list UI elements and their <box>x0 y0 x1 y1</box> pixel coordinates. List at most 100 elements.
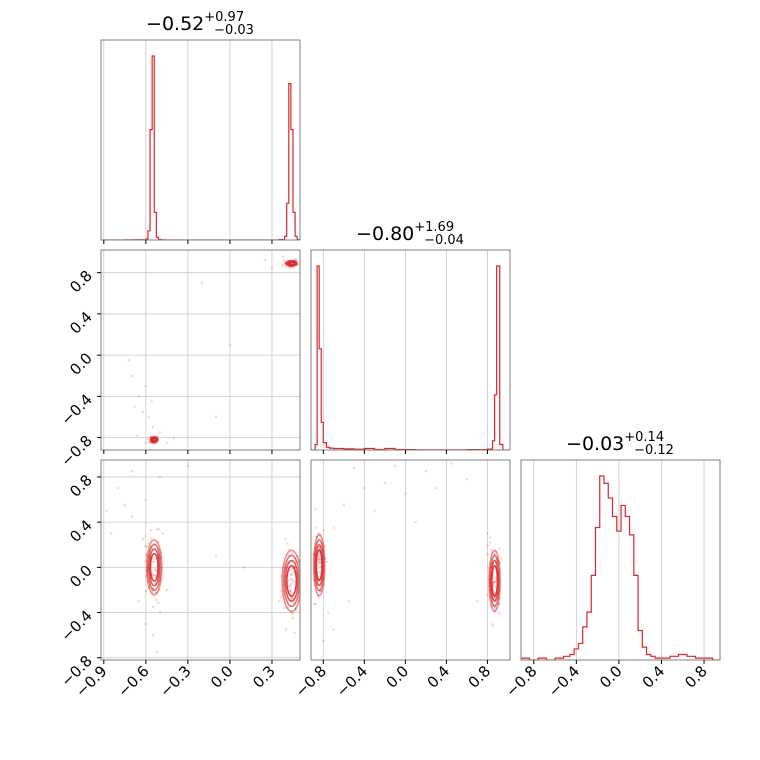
scatter-point <box>165 441 169 445</box>
scatter-point <box>318 570 321 574</box>
scatter-point <box>127 359 131 362</box>
scatter-point <box>322 639 325 643</box>
scatter-point <box>317 553 321 556</box>
scatter-point <box>434 486 438 490</box>
scatter-point <box>301 578 304 581</box>
scatter-point <box>290 596 293 600</box>
grid-hist-1 <box>322 250 488 450</box>
scatter-point <box>153 573 156 577</box>
scatter-point <box>270 266 274 269</box>
scatter-point <box>327 611 330 614</box>
contour-level <box>149 552 159 582</box>
scatter-point <box>332 628 335 631</box>
x-tick-label: 0.0 <box>596 662 626 692</box>
scatter-point <box>493 552 496 556</box>
scatter-point <box>290 578 294 582</box>
scatter-point <box>145 545 149 548</box>
x-tick-label: 0.4 <box>639 662 669 692</box>
scatter-point <box>290 596 294 600</box>
scatter-point <box>291 612 294 616</box>
panel-hist-2: −0.03+0.14 −0.12 −0.8 −0.4 0.0 0.4 0.8 <box>502 430 721 701</box>
scatter-point <box>291 551 294 555</box>
panel-scatter-2-1: −0.8 −0.4 0.0 0.4 0.8 <box>292 459 511 701</box>
scatter-point <box>150 400 153 403</box>
scatter-point <box>317 555 321 559</box>
scatter-point <box>287 579 291 582</box>
scatter-point <box>342 503 346 507</box>
scatter-point <box>186 464 190 467</box>
scatter-point <box>130 374 134 378</box>
x-tick-label: −0.3 <box>156 662 194 700</box>
scatter-point <box>144 498 148 501</box>
x-tick-label: 0.3 <box>249 662 279 692</box>
contour-level <box>313 538 325 592</box>
scatter-point <box>280 596 283 599</box>
scatter-point <box>491 624 495 628</box>
scatter-point <box>157 527 160 531</box>
scatter-point <box>313 602 316 606</box>
scatter-point <box>486 532 489 535</box>
x-tick-label: 0.8 <box>681 662 711 692</box>
x-tick-label: 0.0 <box>207 662 237 692</box>
contour-level <box>489 554 501 608</box>
axes-frame <box>520 459 721 661</box>
scatter-point <box>290 573 293 576</box>
scatter-point <box>404 492 407 496</box>
scatter-point <box>475 599 479 603</box>
marks-scatter-1-0 <box>127 255 300 445</box>
scatter-point <box>154 598 158 602</box>
y-tick-label: −0.8 <box>57 432 95 470</box>
scatter-point <box>155 528 159 531</box>
scatter-point <box>289 573 293 577</box>
scatter-point <box>302 560 305 563</box>
scatter-point <box>116 486 120 490</box>
contour-level <box>286 564 298 597</box>
scatter-point <box>489 548 493 552</box>
contour-level <box>149 436 159 444</box>
x-tick-label: −0.4 <box>545 662 583 700</box>
scatter-point <box>242 566 246 569</box>
axes-frame <box>100 249 301 451</box>
scatter-point <box>465 477 469 481</box>
grid-scatter-2-0 <box>101 460 300 660</box>
scatter-point <box>352 466 356 470</box>
scatter-point <box>414 520 417 524</box>
scatter-point <box>283 606 287 610</box>
contour-level <box>490 559 500 603</box>
title-hist-2: −0.03+0.14 −0.12 <box>566 430 674 458</box>
scatter-point <box>152 573 155 577</box>
scatter-point <box>155 650 159 654</box>
contour-level <box>314 543 324 587</box>
contour-level <box>281 549 300 613</box>
scatter-point <box>105 509 108 513</box>
scatter-point <box>317 596 321 600</box>
scatter-point <box>147 541 150 545</box>
scatter-point <box>493 607 497 610</box>
scatter-point <box>486 544 489 547</box>
scatter-point <box>141 537 145 541</box>
contour-level <box>282 554 300 608</box>
title-hist-1: −0.80+1.69 −0.04 <box>356 220 464 248</box>
contour-level <box>284 559 299 603</box>
scatter-point <box>158 431 162 434</box>
grid-scatter-2-1 <box>322 460 488 660</box>
contour-level <box>315 549 323 582</box>
title-hist-0: −0.52+0.97 −0.03 <box>146 10 254 38</box>
scatter-point <box>290 582 293 585</box>
grid-hist-2 <box>533 460 705 660</box>
scatter-point <box>317 561 321 564</box>
axes-frame <box>310 249 511 451</box>
scatter-point <box>497 611 501 615</box>
scatter-point <box>228 343 232 347</box>
scatter-point <box>288 589 292 593</box>
x-tick-label: −0.8 <box>502 662 540 700</box>
scatter-point <box>291 568 294 571</box>
scatter-point <box>137 395 141 398</box>
scatter-point <box>492 580 495 584</box>
y-tick-label: 0.4 <box>66 308 96 338</box>
scatter-point <box>286 542 289 546</box>
scatter-point <box>154 567 157 571</box>
scatter-point <box>325 560 329 564</box>
x-tick-label: 0.0 <box>383 662 413 692</box>
